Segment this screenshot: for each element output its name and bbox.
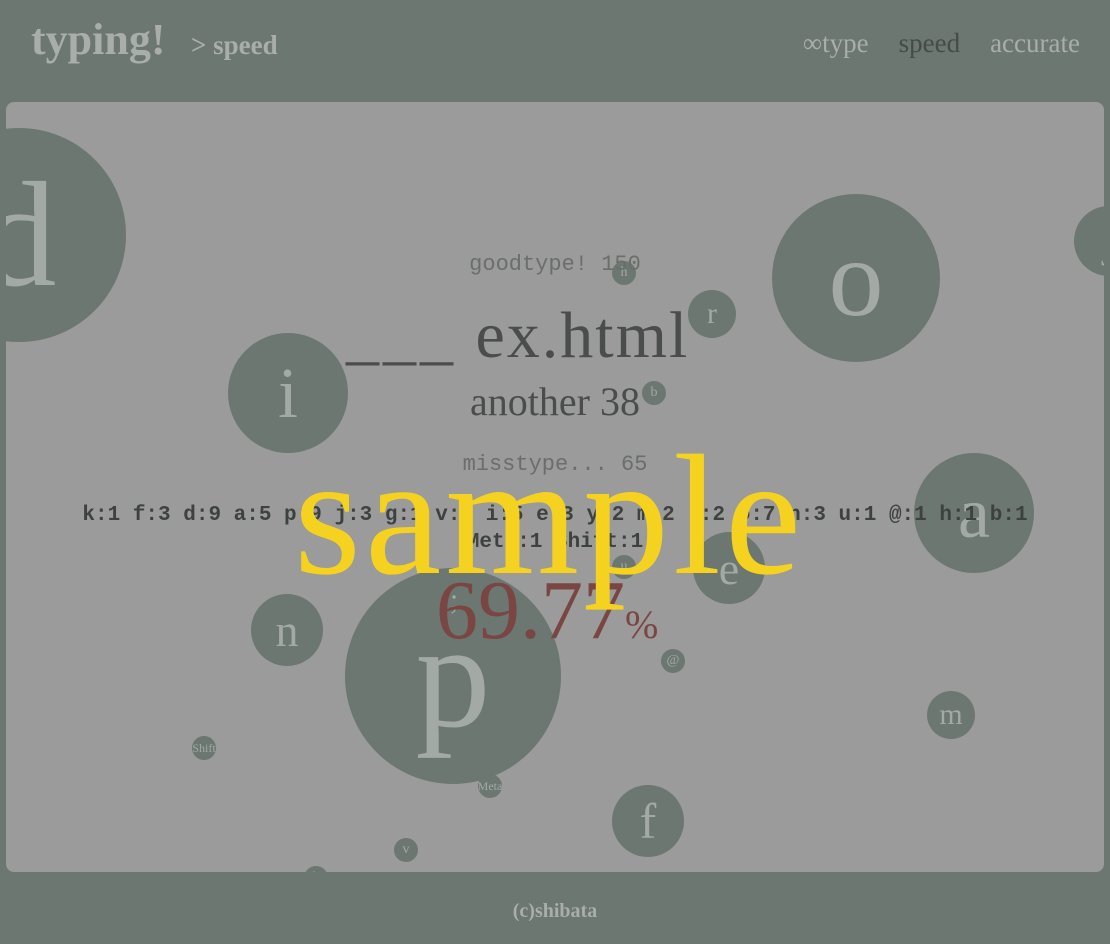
key-bubble: o	[772, 194, 940, 362]
key-bubble: m	[927, 691, 975, 739]
accuracy-rate: 69.77%	[436, 562, 658, 659]
breadcrumb: > speed	[191, 30, 278, 60]
remaining-portion: ex.html	[475, 299, 690, 372]
app-logo[interactable]: typing!	[31, 15, 166, 64]
key-bubble: i	[228, 333, 348, 453]
typed-portion: ___	[346, 299, 457, 372]
current-word: ___ ex.html	[346, 298, 689, 374]
key-bubble: Meta	[478, 774, 502, 798]
modifier-miss-stats: Meta:1 Shift:1	[466, 531, 644, 554]
nav-speed[interactable]: speed	[898, 28, 961, 58]
key-bubble: h	[612, 261, 636, 285]
footer-copyright: (c)shibata	[512, 900, 598, 922]
game-panel[interactable]: d o i a p n e f m r h b u ; @ Shift Meta…	[6, 102, 1104, 872]
key-bubble: r	[688, 290, 736, 338]
header: typing! > speed ∞type speed accurate	[0, 0, 1110, 100]
key-bubble: Shift	[192, 736, 216, 760]
key-bubble: v	[394, 838, 418, 862]
goodtype-count: goodtype! 150	[469, 252, 641, 277]
nav-infinite-type[interactable]: ∞type	[802, 28, 869, 58]
key-bubble: u	[612, 555, 636, 579]
misstype-count: misstype... 65	[462, 452, 648, 477]
words-remaining: another 38	[470, 379, 640, 424]
key-miss-stats: k:1 f:3 d:9 a:5 p:9 j:3 g:1 v:1 i:5 e:3 …	[82, 504, 1028, 527]
key-bubble: n	[251, 594, 323, 666]
accuracy-value: 69.77	[436, 564, 625, 657]
key-bubble: e	[693, 532, 765, 604]
key-bubble: k	[304, 866, 328, 872]
key-bubble: @	[661, 649, 685, 673]
nav-accurate[interactable]: accurate	[990, 28, 1080, 58]
key-bubble: b	[642, 381, 666, 405]
accuracy-unit: %	[625, 602, 659, 647]
key-bubble: d	[6, 128, 126, 342]
key-bubble: f	[612, 785, 684, 857]
key-bubble: a	[914, 453, 1034, 573]
key-bubble: ;	[430, 576, 478, 624]
mode-nav: ∞type speed accurate	[803, 28, 1080, 59]
